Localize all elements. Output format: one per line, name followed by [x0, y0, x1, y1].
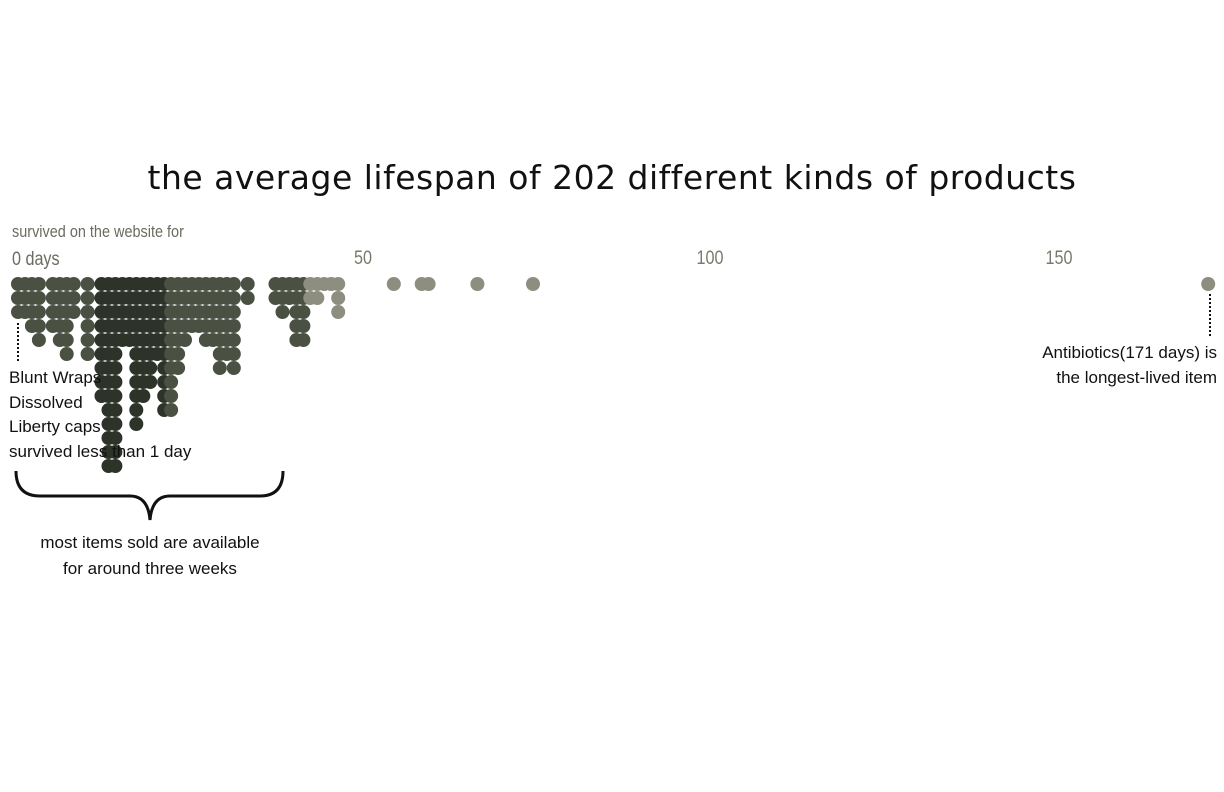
- longest-line-2: the longest-lived item: [1056, 367, 1217, 387]
- data-dot: [136, 389, 151, 403]
- cluster-line-1: most items sold are available: [40, 533, 260, 552]
- cluster-annotation: most items sold are available for around…: [30, 530, 270, 582]
- tick-label-50: 50: [354, 248, 372, 269]
- data-dot: [66, 291, 81, 305]
- data-dot: [129, 417, 144, 431]
- shortest-name-1: Blunt Wraps: [9, 368, 102, 387]
- data-dot: [31, 291, 46, 305]
- data-dot: [226, 333, 241, 347]
- data-dot: [421, 277, 436, 291]
- data-dot: [108, 417, 123, 431]
- data-dot: [164, 403, 179, 417]
- data-dot: [331, 277, 346, 291]
- data-dot: [164, 375, 179, 389]
- data-dot: [108, 459, 123, 473]
- data-dot: [296, 319, 311, 333]
- data-dot: [59, 333, 74, 347]
- data-dot: [386, 277, 401, 291]
- data-dot: [80, 319, 95, 333]
- data-dot: [108, 375, 123, 389]
- data-dot: [143, 375, 158, 389]
- data-dot: [171, 361, 186, 375]
- chart-title: the average lifespan of 202 different ki…: [147, 158, 1077, 197]
- longest-annotation: Antibiotics(171 days) is the longest-liv…: [1042, 341, 1217, 390]
- data-dot: [212, 361, 227, 375]
- data-dot: [143, 361, 158, 375]
- data-dot: [178, 333, 192, 347]
- data-dot: [108, 403, 123, 417]
- data-dot: [1201, 277, 1216, 291]
- data-dot: [226, 277, 241, 291]
- data-dot: [80, 333, 95, 347]
- data-dot: [59, 319, 74, 333]
- data-dot: [66, 277, 81, 291]
- data-dot: [171, 347, 186, 361]
- data-dot: [31, 319, 46, 333]
- data-dot: [31, 277, 46, 291]
- data-dot: [331, 291, 346, 305]
- data-dot: [108, 361, 123, 375]
- tick-label-150: 150: [1045, 248, 1073, 269]
- tick-label-0: 0 days: [12, 249, 60, 270]
- data-dot: [80, 277, 95, 291]
- brace-shape: [14, 470, 285, 521]
- data-dot: [66, 305, 81, 319]
- data-dot: [108, 431, 123, 445]
- data-dot: [226, 291, 241, 305]
- data-dot: [80, 291, 95, 305]
- axis-caption: survived on the website for: [12, 222, 184, 241]
- data-dot: [80, 305, 95, 319]
- tick-label-100: 100: [696, 248, 724, 269]
- data-dot: [226, 319, 241, 333]
- data-dot: [310, 291, 325, 305]
- data-dot: [240, 291, 255, 305]
- data-dot: [129, 403, 144, 417]
- data-dot: [108, 347, 123, 361]
- data-dot: [226, 361, 241, 375]
- data-dot: [59, 347, 74, 361]
- data-dot: [470, 277, 485, 291]
- data-dot: [296, 305, 311, 319]
- shortest-caption: survived less than 1 day: [9, 441, 192, 461]
- data-dot: [164, 389, 179, 403]
- data-dot: [108, 445, 123, 459]
- shortest-annotation: Blunt Wraps Dissolved Liberty caps survi…: [9, 366, 191, 464]
- data-dot: [31, 333, 46, 347]
- data-dot: [526, 277, 540, 291]
- data-dot: [275, 305, 290, 319]
- shortest-name-2: Dissolved: [9, 392, 83, 412]
- cluster-line-2: for around three weeks: [63, 559, 237, 578]
- data-dot: [296, 333, 311, 347]
- longest-line-1: Antibiotics(171 days) is: [1042, 343, 1217, 362]
- data-dot: [108, 389, 123, 403]
- data-dot: [240, 277, 255, 291]
- data-dot: [226, 305, 241, 319]
- data-dot: [31, 305, 46, 319]
- data-dot: [80, 347, 95, 361]
- data-dot: [331, 305, 346, 319]
- data-dot: [226, 347, 241, 361]
- shortest-name-3: Liberty caps: [9, 417, 101, 436]
